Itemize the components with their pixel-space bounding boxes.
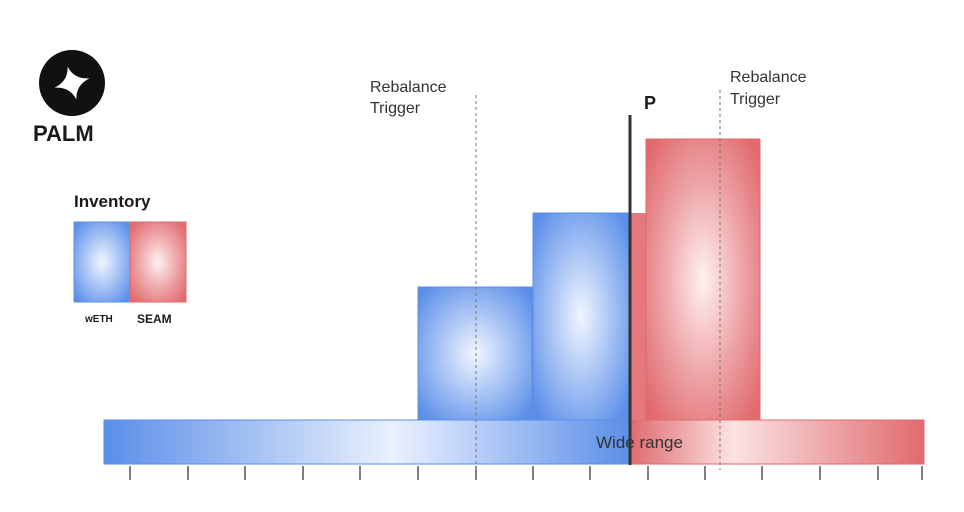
wide-range-weth: [103, 419, 631, 465]
position-seam-sliver: [630, 213, 646, 420]
rebalance-left-line2: Trigger: [370, 100, 421, 117]
position-weth-2: [532, 212, 630, 421]
legend-seam-swatch: [129, 221, 187, 303]
position-weth-1: [417, 286, 533, 421]
legend-title: Inventory: [74, 192, 151, 211]
rebalance-right-line1: Rebalance: [730, 69, 807, 86]
palm-star-logo-icon: [39, 50, 105, 116]
brand-name: PALM: [33, 121, 94, 146]
position-seam-1: [645, 138, 761, 421]
rebalance-left-line1: Rebalance: [370, 79, 447, 96]
legend-seam-label: SEAM: [137, 312, 172, 326]
legend-weth-label: wETH: [84, 314, 113, 325]
rebalance-right-line2: Trigger: [730, 91, 781, 108]
price-marker-label: P: [644, 93, 656, 113]
wide-range-seam: [629, 419, 925, 465]
axis-ticks: [129, 466, 923, 480]
wide-range-label: Wide range: [596, 433, 683, 452]
legend-weth-swatch: [73, 221, 131, 303]
